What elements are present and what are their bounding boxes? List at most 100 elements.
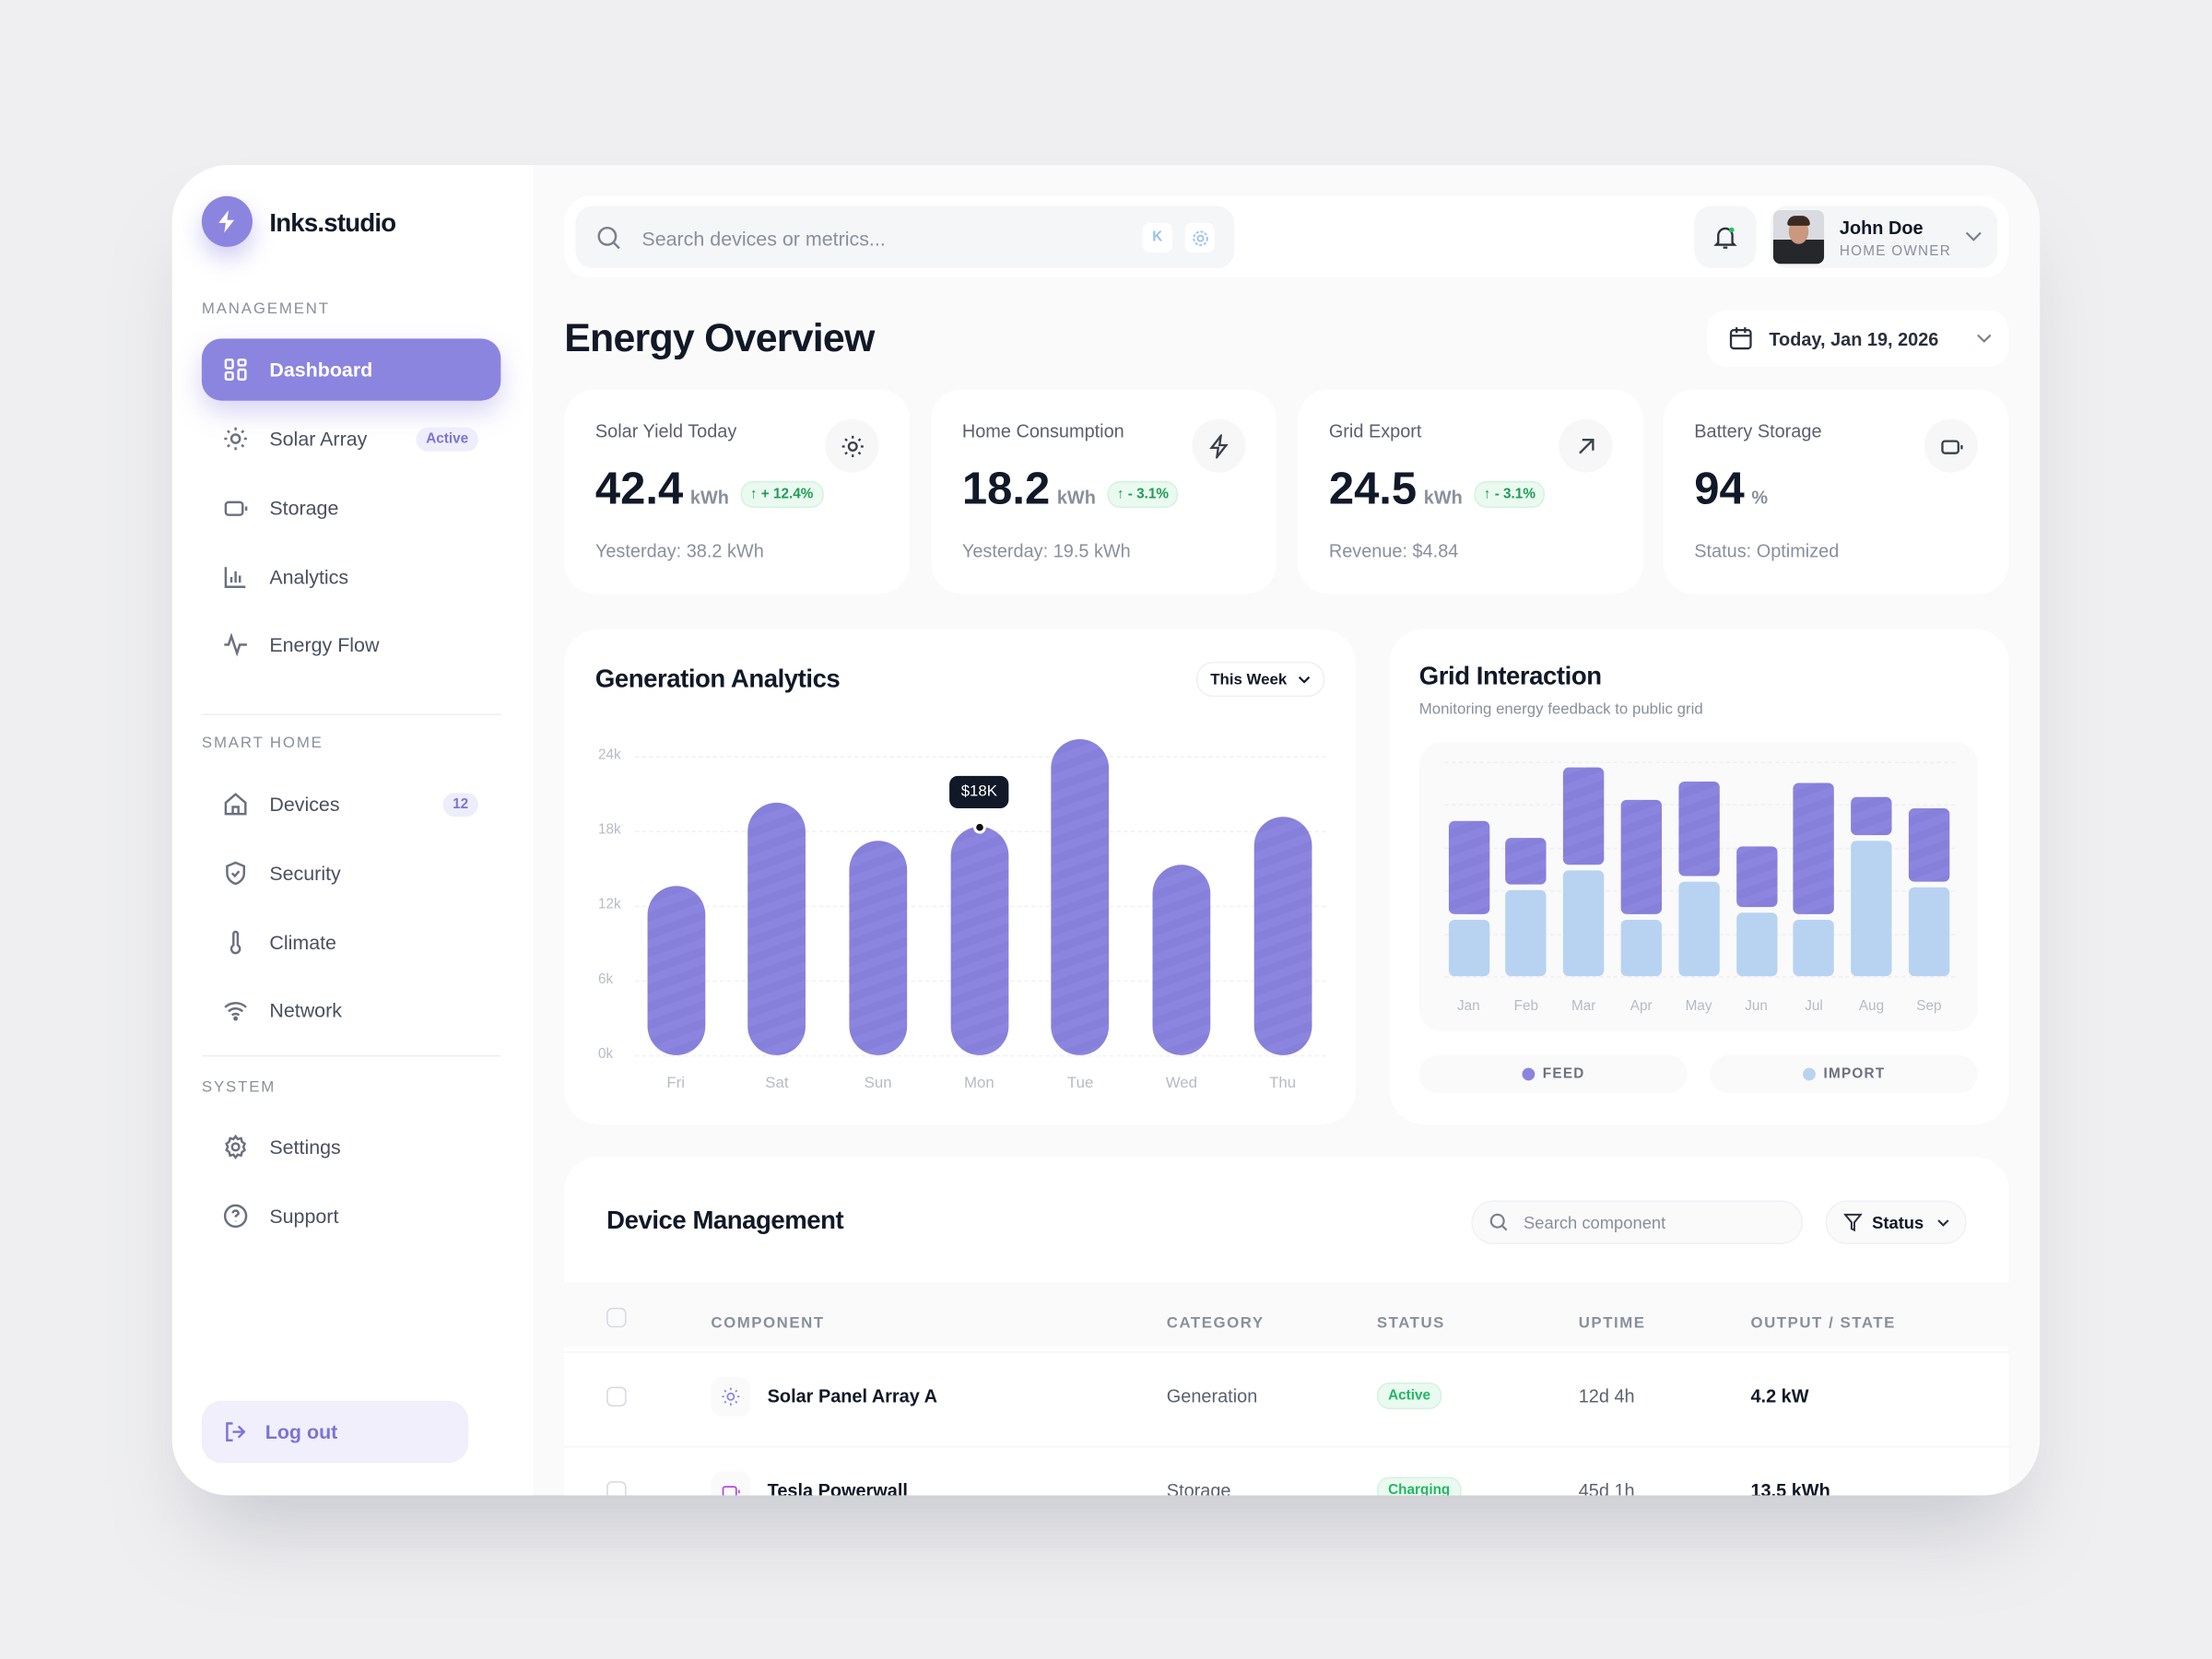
bar-wed[interactable] (1152, 865, 1211, 1055)
stat-icon-button[interactable] (1559, 418, 1613, 473)
battery-icon (224, 500, 248, 516)
legend-label: IMPORT (1823, 1066, 1886, 1082)
stat-label: Solar Yield Today (594, 420, 737, 442)
column-header[interactable]: UPTIME (1578, 1314, 1646, 1332)
feed-bar[interactable] (1793, 782, 1835, 914)
feed-bar[interactable] (1735, 846, 1777, 908)
output-cell: 4.2 kW (1750, 1385, 1809, 1407)
chevron-down-icon (1965, 231, 1982, 241)
feed-bar[interactable] (1563, 767, 1605, 865)
import-bar[interactable] (1793, 919, 1835, 977)
column-header[interactable]: CATEGORY (1166, 1314, 1265, 1332)
change-badge: ↑ - 3.1% (1107, 480, 1179, 509)
column-header[interactable]: OUTPUT / STATE (1750, 1314, 1896, 1332)
sidebar-item-label: Settings (269, 1135, 341, 1159)
devices-title: Device Management (606, 1206, 844, 1235)
bar-thu[interactable] (1253, 817, 1312, 1055)
legend-import[interactable]: IMPORT (1710, 1054, 1978, 1094)
bar-sun[interactable] (849, 841, 908, 1055)
stat-icon-button[interactable] (1192, 418, 1246, 473)
import-bar[interactable] (1677, 881, 1720, 977)
x-tick-label: Sun (864, 1075, 892, 1092)
import-bar[interactable] (1505, 889, 1547, 977)
x-tick-label: May (1685, 998, 1712, 1015)
sidebar-item-dashboard[interactable]: Dashboard (201, 338, 501, 401)
shortcut-badge: K (1142, 222, 1172, 253)
sidebar-item-storage[interactable]: Storage (202, 477, 500, 538)
status-filter-button[interactable]: Status (1825, 1200, 1967, 1244)
sidebar-item-solar-array[interactable]: Solar Array Active (202, 407, 500, 469)
sidebar-item-devices[interactable]: Devices 12 (202, 773, 500, 835)
x-tick-label: Tue (1066, 1075, 1094, 1092)
sidebar-item-security[interactable]: Security (202, 842, 500, 904)
sidebar-item-climate[interactable]: Climate (202, 912, 500, 973)
stat-icon-button[interactable] (825, 418, 879, 473)
user-role: HOME OWNER (1839, 243, 1951, 260)
sidebar-badge: 12 (442, 792, 478, 817)
search-placeholder: Search devices or metrics... (641, 227, 886, 250)
y-tick-label: 24k (597, 747, 621, 764)
sidebar-item-label: Energy Flow (269, 633, 380, 656)
import-bar[interactable] (1735, 912, 1777, 977)
bar-mon[interactable] (950, 827, 1008, 1055)
range-dropdown[interactable]: This Week (1195, 661, 1325, 698)
import-bar[interactable] (1851, 841, 1892, 977)
sidebar-item-settings[interactable]: Settings (202, 1116, 500, 1178)
row-checkbox[interactable] (606, 1386, 627, 1407)
logout-button[interactable]: Log out (201, 1400, 469, 1464)
legend-feed[interactable]: FEED (1418, 1054, 1688, 1094)
bar-tue[interactable] (1051, 738, 1110, 1055)
home-icon (224, 793, 247, 816)
sidebar-item-label: Solar Array (269, 427, 368, 451)
feed-bar[interactable] (1851, 796, 1892, 836)
section-smart-home: SMART HOME (201, 735, 324, 752)
section-management: MANAGEMENT (201, 300, 330, 318)
sidebar-item-analytics[interactable]: Analytics (202, 546, 500, 607)
brand-name: Inks.studio (269, 208, 396, 238)
sidebar-item-network[interactable]: Network (202, 979, 500, 1041)
uptime-cell: 12d 4h (1578, 1385, 1635, 1407)
legend-label: FEED (1542, 1066, 1585, 1082)
import-bar[interactable] (1448, 919, 1489, 977)
feed-bar[interactable] (1620, 799, 1662, 914)
gridline (1444, 976, 1956, 978)
y-tick-label: 12k (597, 897, 621, 913)
uptime-cell: 45d 1h (1578, 1479, 1635, 1496)
bar-sat[interactable] (747, 802, 806, 1055)
component-search-input[interactable]: Search component (1471, 1200, 1804, 1244)
user-menu[interactable]: John Doe HOME OWNER (1770, 206, 1998, 268)
date-picker[interactable]: Today, Jan 19, 2026 (1707, 310, 2009, 367)
table-row[interactable] (564, 1445, 2009, 1496)
row-checkbox[interactable] (606, 1481, 627, 1496)
feed-bar[interactable] (1505, 838, 1547, 885)
search-input[interactable]: Search devices or metrics... K (575, 206, 1235, 268)
feed-bar[interactable] (1908, 808, 1950, 882)
sun-icon (841, 435, 864, 457)
gear-icon[interactable] (1184, 222, 1215, 253)
notifications-button[interactable] (1694, 206, 1757, 268)
column-header[interactable]: COMPONENT (711, 1314, 825, 1332)
import-bar[interactable] (1908, 887, 1950, 977)
component-name: Tesla Powerwall (767, 1479, 908, 1496)
app-window: Inks.studio MANAGEMENT SMART HOME SYSTEM… (171, 165, 2041, 1496)
column-header[interactable]: STATUS (1376, 1314, 1445, 1332)
grid-icon (224, 359, 247, 381)
import-bar[interactable] (1563, 870, 1605, 977)
bar-fri[interactable] (646, 886, 705, 1055)
sidebar-item-energy-flow[interactable]: Energy Flow (202, 614, 500, 676)
stat-unit: kWh (689, 487, 729, 509)
output-cell: 13.5 kWh (1750, 1479, 1830, 1496)
stat-unit: kWh (1056, 487, 1096, 509)
select-all-checkbox[interactable] (606, 1307, 627, 1328)
y-tick-label: 0k (597, 1046, 614, 1063)
sidebar-item-label: Network (269, 998, 342, 1022)
stat-icon-button[interactable] (1924, 418, 1978, 473)
chevron-down-icon (1936, 1218, 1949, 1227)
table-row[interactable] (564, 1351, 2009, 1441)
feed-bar[interactable] (1677, 781, 1720, 877)
sidebar-badge: Active (416, 427, 478, 452)
sidebar-item-support[interactable]: Support (202, 1185, 500, 1247)
search-icon (1489, 1213, 1508, 1231)
feed-bar[interactable] (1448, 820, 1489, 914)
import-bar[interactable] (1620, 919, 1662, 977)
